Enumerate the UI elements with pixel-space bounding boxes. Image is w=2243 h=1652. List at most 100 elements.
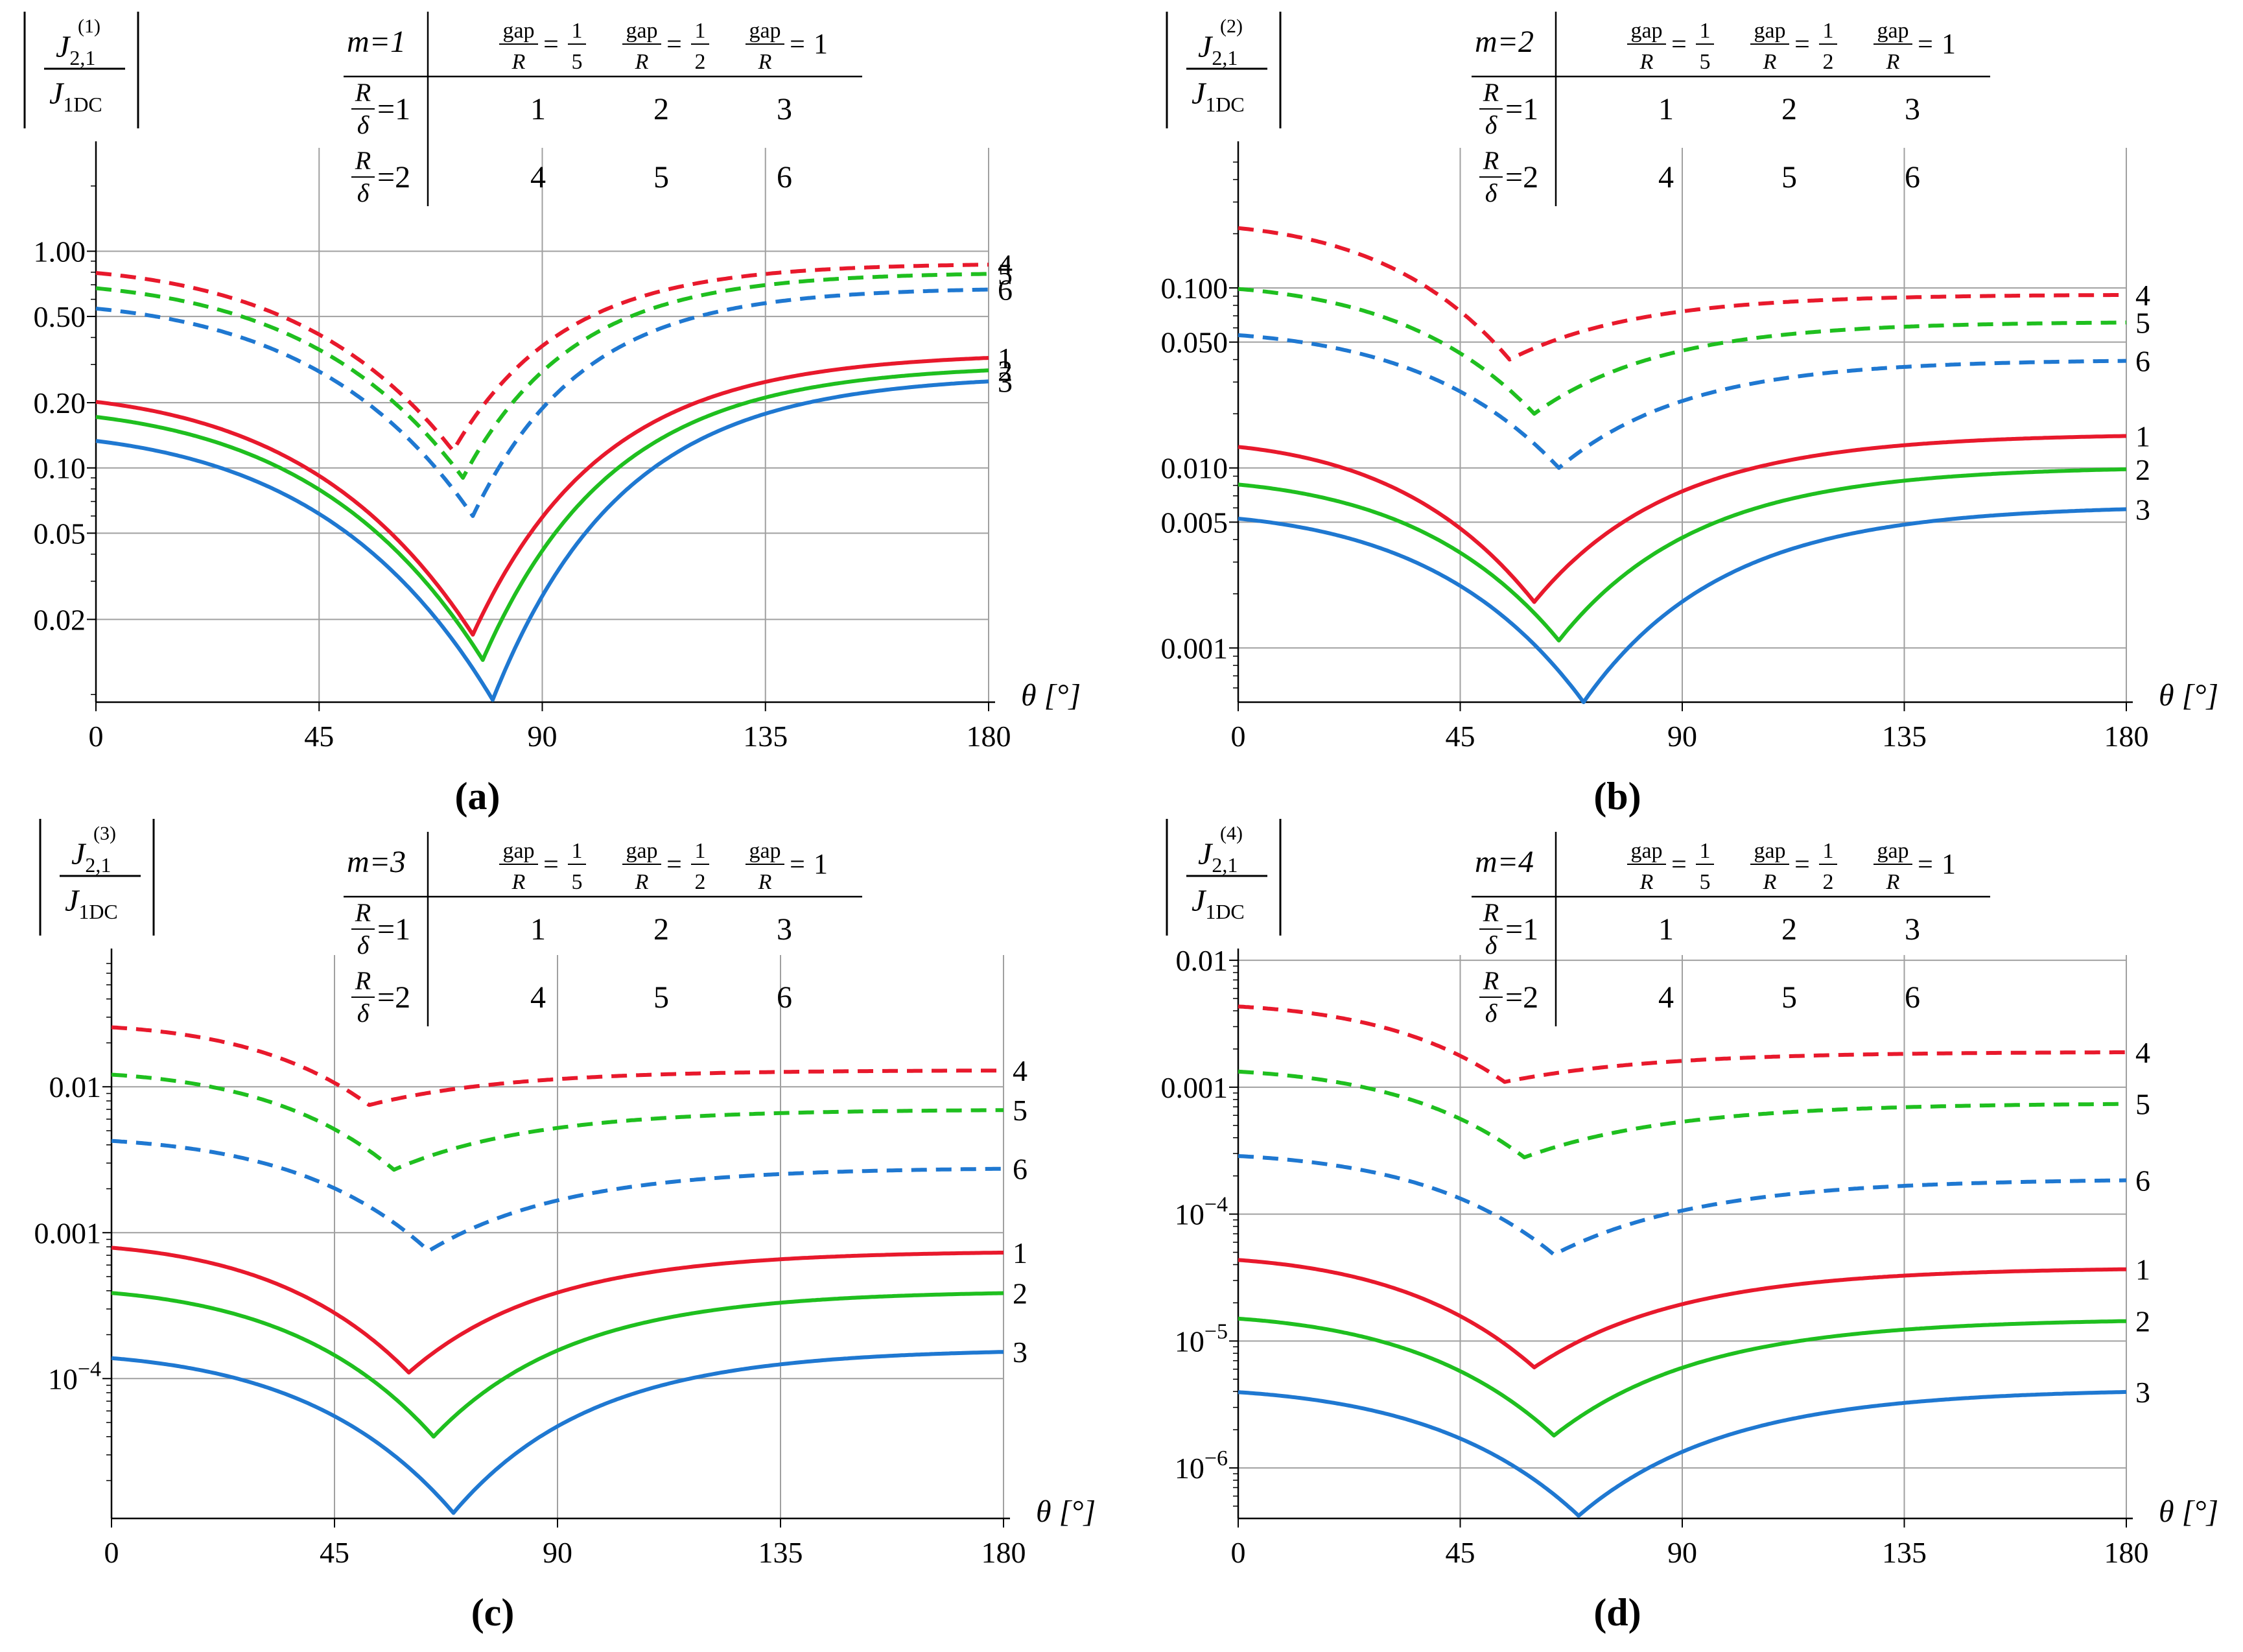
table-row: Rδ =1 1 2 3 [351,78,792,139]
y-tick-label: 0.01 [49,1070,102,1103]
row-delta: δ [1485,930,1498,960]
series-line-4 [111,1025,1004,1107]
table-col-header: gap R = 1 5 [1627,839,1714,894]
header-R: R [758,50,772,74]
header-R: R [1639,870,1654,894]
y-tick-label: 0.010 [1161,452,1228,485]
row-delta: δ [1485,998,1498,1028]
series-label-3: 3 [998,365,1013,398]
y-axis-title: J2,1(4) J1DC [1166,819,1282,936]
x-tick-label: 0 [1231,1536,1246,1569]
y-title-numerator: J2,1 [71,837,111,877]
y-title-denominator: J1DC [1192,884,1245,923]
table-cell: 5 [1781,980,1797,1015]
header-gap: gap [1754,19,1785,43]
table-cell: 5 [1781,160,1797,195]
x-axis-title: θ [°] [2159,678,2218,713]
row-delta: δ [357,110,370,139]
row-eq: =2 [1505,980,1538,1015]
x-tick-label: 45 [1446,1536,1475,1569]
series-line-5 [95,272,989,480]
header-gap: gap [626,19,657,43]
series-label-6: 6 [2135,1164,2150,1197]
row-eq: =1 [1505,92,1538,126]
series-label-4: 4 [2135,1036,2150,1069]
x-tick-label: 180 [967,720,1011,753]
header-eq: = [1918,30,1933,60]
series-label-4: 4 [998,248,1013,281]
row-eq: =1 [377,92,410,126]
panel-caption: (d) [1593,1591,1641,1634]
series-label-6: 6 [998,274,1013,307]
y-title-superscript: (3) [93,823,116,844]
header-R: R [635,870,649,894]
series-line-5 [1238,287,2127,416]
row-eq: =2 [377,980,410,1015]
y-tick-label: 0.001 [1161,1071,1228,1104]
panel-caption: (c) [471,1591,515,1634]
y-tick-label: 0.001 [1161,631,1228,665]
header-R: R [635,50,649,74]
y-title-denominator: J1DC [65,884,118,923]
table-m-label: m=2 [1475,25,1534,59]
series-label-5: 5 [1013,1094,1028,1127]
y-axis-title: J2,1(3) J1DC [39,819,155,936]
header-den: 5 [1700,870,1711,894]
y-tick-label: 0.001 [34,1216,102,1249]
y-tick-label: 0.05 [34,517,86,550]
y-title-numerator: J2,1 [56,30,95,69]
table-col-header: gap R = 1 2 [622,839,709,894]
x-axis-title: θ [°] [1021,678,1081,713]
table-cell: 3 [1905,912,1920,947]
row-eq: =2 [377,160,410,195]
row-R: R [355,966,371,995]
row-R: R [1483,898,1499,927]
table-row: Rδ =2 4 5 6 [351,966,792,1028]
series-line-1 [1238,1258,2126,1369]
series-line-3 [1238,507,2127,704]
y-tick-label: 0.100 [1161,272,1228,305]
table-row: Rδ =2 4 5 6 [1479,966,1920,1028]
row-R: R [355,898,371,927]
series-line-3 [111,1350,1004,1515]
header-gap: gap [1754,839,1785,863]
series-line-3 [95,379,989,702]
header-eq: = [666,30,682,60]
x-tick-label: 90 [543,1536,572,1569]
table-col-header: gap R = 1 [1873,839,1956,894]
y-title-numerator: J2,1 [1198,30,1238,69]
table-m-label: m=3 [347,845,406,879]
header-num: 1 [695,839,706,863]
y-title-numerator: J2,1 [1198,837,1238,877]
x-tick-label: 45 [320,1536,349,1569]
y-axis-title: J2,1(2) J1DC [1166,12,1282,128]
header-num: 1 [572,19,583,43]
table-col-header: gap R = 1 [746,19,828,74]
header-den: 2 [695,870,706,894]
x-tick-label: 90 [528,720,558,753]
series-label-5: 5 [998,257,1013,290]
table-row: Rδ =2 4 5 6 [351,146,792,207]
series-line-6 [1238,333,2126,470]
row-R: R [1483,146,1499,175]
header-gap: gap [1877,19,1908,43]
series-line-4 [1238,1004,2126,1084]
header-value: 1 [814,848,828,880]
table-cell: 1 [530,92,546,126]
series-label-1: 1 [998,342,1013,375]
table-cell: 4 [1658,160,1674,195]
header-eq: = [1671,850,1687,880]
header-gap: gap [1630,19,1662,43]
table-cell: 2 [1781,912,1797,947]
row-eq: =1 [377,912,410,947]
table-cell: 2 [653,92,669,126]
header-value: 1 [814,28,828,60]
row-eq: =1 [1505,912,1538,947]
header-num: 1 [1700,19,1711,43]
header-eq: = [666,850,682,880]
series-line-5 [111,1072,1004,1172]
table-cell: 6 [777,980,792,1015]
x-axis-title: θ [°] [2159,1494,2218,1529]
